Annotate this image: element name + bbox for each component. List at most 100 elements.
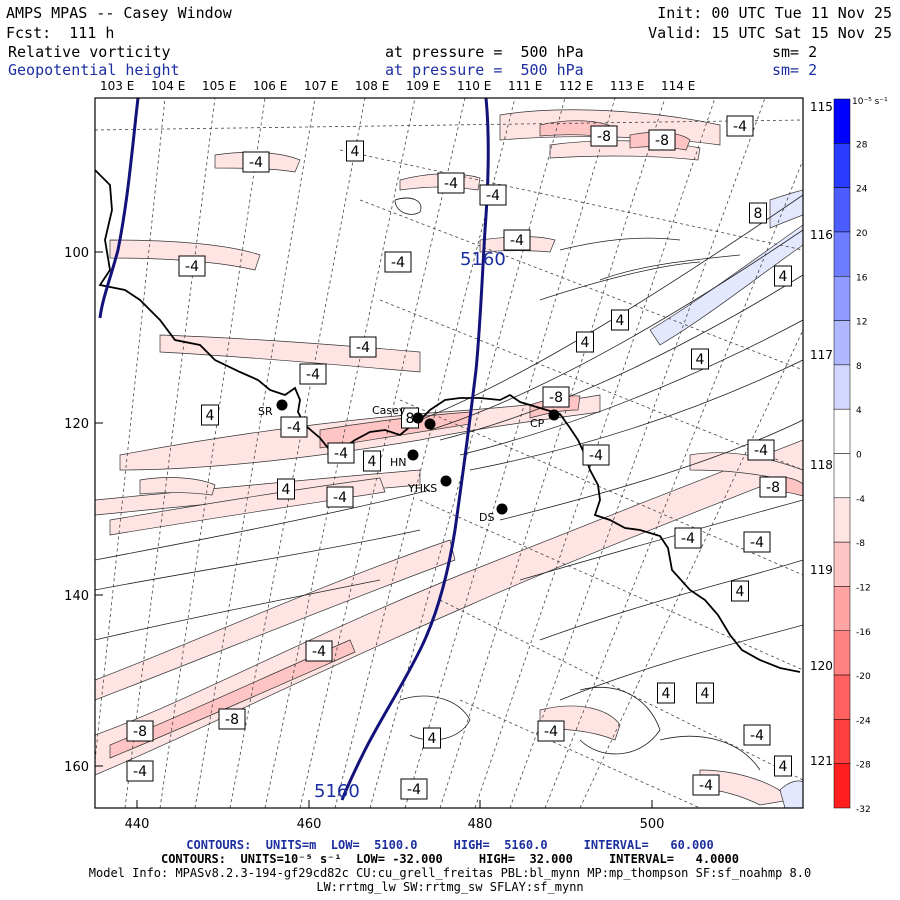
contour-label: -4 (185, 259, 199, 275)
field1-pressure: at pressure = 500 hPa (385, 43, 584, 61)
lon-label: 111 E (508, 79, 542, 93)
contour-label: 4 (206, 408, 215, 424)
vorticity-contours (95, 194, 803, 771)
contour-label-box (349, 336, 377, 358)
station-dot (407, 449, 419, 461)
station-label: HN (390, 456, 407, 469)
contour-label: -4 (754, 443, 768, 459)
colorbar-segment (833, 763, 851, 809)
contour-label: 4 (616, 313, 625, 329)
field2-name: Geopotential height (8, 61, 180, 79)
colorbar-unit: 10⁻⁵ s⁻¹ (852, 97, 888, 107)
lon-label: 103 E (100, 79, 134, 93)
lon-label: 113 E (610, 79, 644, 93)
y-tick-label: 160 (64, 760, 89, 775)
lon-label: 114 E (661, 79, 695, 93)
field1-name: Relative vorticity (8, 43, 171, 61)
contour-label: 8 (754, 206, 763, 222)
colorbar-segment (833, 231, 851, 277)
colorbar-tick: -8 (856, 539, 865, 549)
contour-label-box (747, 439, 775, 461)
contour-label: -4 (306, 367, 320, 383)
colorbar-tick: 0 (856, 451, 862, 461)
contour-label-box (743, 724, 771, 746)
contour-label-box (503, 229, 531, 251)
colorbar-tick: 8 (856, 362, 862, 372)
coastline (95, 169, 801, 673)
colorbar-segment (833, 719, 851, 764)
lon-label: 112 E (559, 79, 593, 93)
contour-label: -4 (544, 724, 558, 740)
contour-label-box (305, 640, 333, 662)
x-tick-label: 440 (125, 817, 150, 832)
contour-label-box (743, 531, 771, 553)
y-tick-label: 120 (64, 417, 89, 432)
colorbar-tick: -16 (856, 628, 871, 638)
contour-label-box (696, 682, 714, 704)
contour-label: -4 (391, 255, 405, 271)
station-dot (496, 503, 508, 515)
footer-height-contours: CONTOURS: UNITS=m LOW= 5100.0 HIGH= 5160… (186, 838, 714, 852)
colorbar-segment (833, 320, 851, 366)
colorbar-segment (833, 453, 851, 499)
contour-label-box (542, 386, 570, 408)
contour-label-box (749, 202, 767, 224)
contour-label-box (692, 774, 720, 796)
contour-label: -8 (133, 724, 147, 740)
y-tick-label: 100 (64, 246, 89, 261)
contour-label-box (423, 727, 441, 749)
x-tick-label: 480 (468, 817, 493, 832)
colorbar-segment (833, 586, 851, 631)
colorbar-tick: -12 (856, 583, 871, 593)
contour-label-box (759, 476, 787, 498)
contour-label-box (479, 184, 507, 206)
x-tick-label: 500 (640, 817, 665, 832)
lon-label: 104 E (151, 79, 185, 93)
contour-label-box (400, 778, 428, 800)
colorbar-segment (833, 541, 851, 587)
contour-label-box (126, 760, 154, 782)
colorbar-segment (833, 497, 851, 543)
station-label: DS (479, 511, 494, 524)
station-label: CP (530, 417, 545, 430)
footer-model-info: Model Info: MPASv8.2.3-194-gf29cd82c CU:… (88, 866, 812, 880)
contour-label: -4 (681, 531, 695, 547)
contour-label-box (582, 444, 610, 466)
contour-label-box (178, 255, 206, 277)
colorbar: 28 24 20 16 12 8 4 0 -4 -8 -12 -16 -20 -24 -28 -32 (833, 98, 871, 815)
contour-label: -8 (766, 480, 780, 496)
contour-label-box (363, 450, 381, 472)
lon-label: 109 E (406, 79, 440, 93)
colorbar-tick: 20 (856, 229, 868, 239)
station-label: Casey (372, 404, 406, 417)
contour-label-box (537, 720, 565, 742)
contour-label: 4 (581, 335, 590, 351)
contour-label-box (657, 682, 675, 704)
contour-label-box (674, 527, 702, 549)
contour-label-box (576, 331, 594, 353)
contour-label: 8 (406, 411, 415, 427)
contour-label: -4 (249, 155, 263, 171)
colorbar-tick: -4 (856, 495, 865, 505)
lon-label: 110 E (457, 79, 491, 93)
contour-label: -4 (444, 176, 458, 192)
colorbar-tick: 24 (856, 185, 868, 195)
station-dot (440, 475, 452, 487)
lon-label: 107 E (304, 79, 338, 93)
contour-label: -8 (225, 712, 239, 728)
contour-label-box (774, 755, 792, 777)
contour-label: -4 (486, 188, 500, 204)
x-axis-ticks: 440 460 480 500 (125, 800, 665, 832)
contour-label-box (280, 416, 308, 438)
station-dot (548, 409, 560, 421)
station-label: SR (258, 405, 273, 418)
colorbar-tick: 12 (856, 318, 867, 328)
contour-label: -4 (356, 340, 370, 356)
field2-pressure: at pressure = 500 hPa (385, 61, 584, 79)
top-longitude-labels: 103 E 104 E 105 E 106 E 107 E 108 E 109 E 110 E… (100, 79, 695, 93)
colorbar-tick: 4 (856, 406, 862, 416)
lon-label: 105 E (202, 79, 236, 93)
contour-label-box (218, 708, 246, 730)
